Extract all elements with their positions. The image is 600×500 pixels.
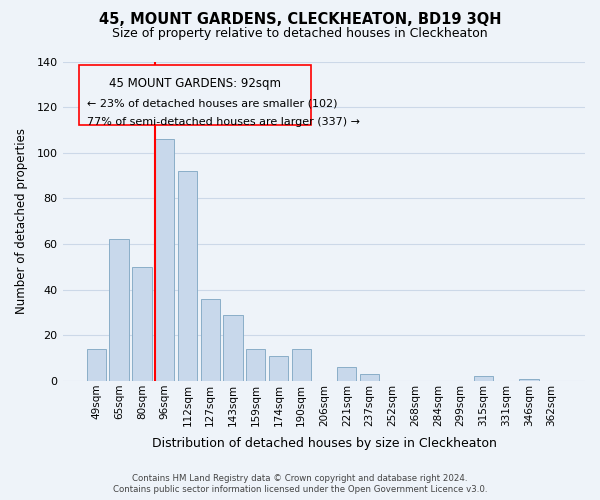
- Text: 45, MOUNT GARDENS, CLECKHEATON, BD19 3QH: 45, MOUNT GARDENS, CLECKHEATON, BD19 3QH: [99, 12, 501, 28]
- Bar: [360, 374, 379, 381]
- Bar: [87, 349, 106, 381]
- Bar: [155, 139, 175, 381]
- Text: Contains HM Land Registry data © Crown copyright and database right 2024.
Contai: Contains HM Land Registry data © Crown c…: [113, 474, 487, 494]
- Y-axis label: Number of detached properties: Number of detached properties: [15, 128, 28, 314]
- Bar: [337, 368, 356, 381]
- Text: 77% of semi-detached houses are larger (337) →: 77% of semi-detached houses are larger (…: [86, 118, 359, 128]
- Bar: [223, 315, 242, 381]
- Bar: [473, 376, 493, 381]
- Bar: [519, 378, 539, 381]
- Text: ← 23% of detached houses are smaller (102): ← 23% of detached houses are smaller (10…: [86, 98, 337, 108]
- Text: Size of property relative to detached houses in Cleckheaton: Size of property relative to detached ho…: [112, 28, 488, 40]
- Bar: [178, 171, 197, 381]
- Bar: [292, 349, 311, 381]
- Bar: [132, 267, 152, 381]
- Bar: [200, 299, 220, 381]
- Bar: [269, 356, 288, 381]
- FancyBboxPatch shape: [79, 64, 311, 126]
- Bar: [246, 349, 265, 381]
- Bar: [109, 240, 129, 381]
- Text: 45 MOUNT GARDENS: 92sqm: 45 MOUNT GARDENS: 92sqm: [109, 78, 281, 90]
- X-axis label: Distribution of detached houses by size in Cleckheaton: Distribution of detached houses by size …: [152, 437, 496, 450]
